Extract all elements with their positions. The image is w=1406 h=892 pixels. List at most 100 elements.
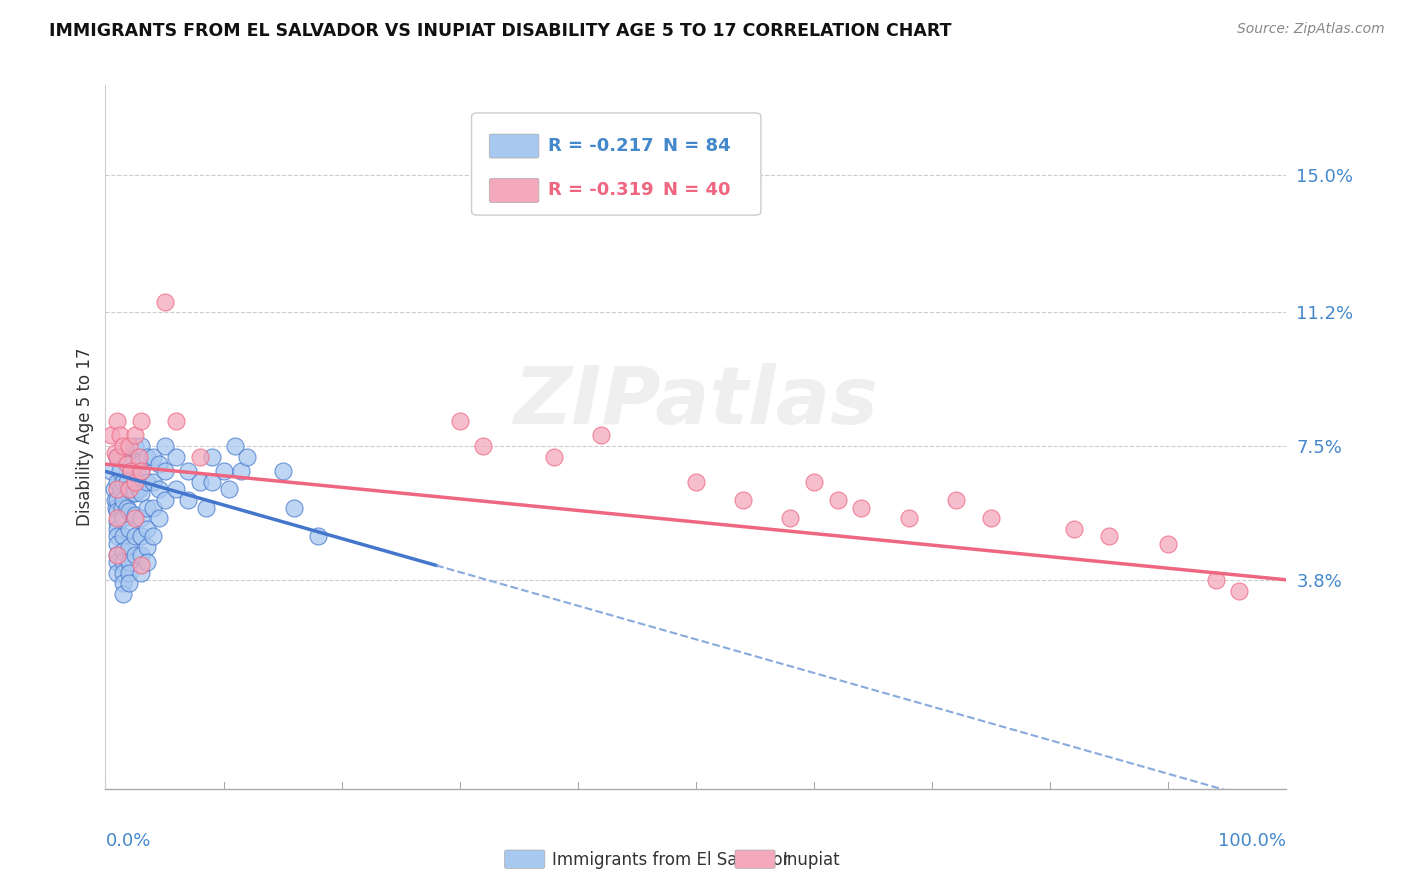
Point (105, 515, 128, 529)
Point (108, 428, 131, 442)
Text: N = 84: N = 84 (662, 137, 731, 155)
Point (105, 566, 128, 580)
Point (120, 464, 142, 478)
Point (142, 475, 165, 490)
Point (124, 529, 146, 543)
Point (108, 464, 131, 478)
Point (543, 450, 565, 464)
Point (105, 450, 128, 464)
Point (153, 294, 176, 309)
Point (112, 555, 135, 569)
Point (153, 464, 176, 478)
Text: Source: ZipAtlas.com: Source: ZipAtlas.com (1237, 22, 1385, 37)
Point (118, 566, 141, 580)
Point (212, 464, 235, 478)
Point (1227, 583, 1250, 598)
Point (105, 522, 128, 536)
Point (129, 548, 152, 562)
Point (105, 493, 128, 508)
Point (201, 475, 224, 490)
Point (148, 483, 170, 497)
Point (118, 483, 141, 497)
Point (945, 493, 967, 508)
Point (118, 504, 141, 518)
Point (124, 511, 146, 525)
Point (851, 500, 873, 515)
FancyBboxPatch shape (735, 850, 775, 868)
Point (142, 529, 165, 543)
Point (112, 587, 135, 601)
Point (115, 475, 138, 490)
Point (307, 529, 329, 543)
Text: N = 40: N = 40 (662, 181, 730, 200)
Point (218, 483, 240, 497)
Point (827, 493, 849, 508)
Point (153, 439, 176, 453)
Point (135, 475, 157, 490)
FancyBboxPatch shape (471, 113, 761, 215)
Point (124, 464, 146, 478)
FancyBboxPatch shape (489, 178, 538, 202)
Point (124, 428, 146, 442)
Point (165, 483, 187, 497)
Point (779, 511, 801, 525)
Point (129, 529, 152, 543)
Point (236, 450, 259, 464)
Point (105, 450, 128, 464)
Point (224, 439, 246, 453)
Text: Inupiat: Inupiat (782, 851, 839, 869)
FancyBboxPatch shape (505, 850, 544, 868)
Point (103, 483, 125, 497)
Point (129, 464, 152, 478)
Point (105, 537, 128, 551)
Point (104, 446, 127, 460)
Point (100, 464, 122, 478)
Point (112, 475, 135, 490)
Point (1098, 529, 1121, 543)
Point (472, 439, 495, 453)
Point (115, 457, 138, 471)
Point (177, 493, 200, 508)
Point (128, 483, 150, 497)
Point (112, 566, 135, 580)
Text: IMMIGRANTS FROM EL SALVADOR VS INUPIAT DISABILITY AGE 5 TO 17 CORRELATION CHART: IMMIGRANTS FROM EL SALVADOR VS INUPIAT D… (49, 22, 952, 40)
Text: 100.0%: 100.0% (1219, 831, 1286, 850)
Text: ZIPatlas: ZIPatlas (513, 363, 879, 441)
Point (129, 566, 152, 580)
Text: Immigrants from El Salvador: Immigrants from El Salvador (553, 851, 789, 869)
Point (100, 428, 122, 442)
Point (118, 576, 141, 591)
Point (105, 414, 128, 428)
Point (231, 464, 253, 478)
Point (685, 475, 707, 490)
Point (271, 464, 294, 478)
Point (135, 522, 157, 536)
FancyBboxPatch shape (489, 134, 538, 158)
Point (188, 475, 211, 490)
Point (135, 555, 157, 569)
Point (105, 500, 128, 515)
Point (112, 576, 135, 591)
Point (897, 511, 920, 525)
Point (118, 541, 141, 555)
Point (129, 464, 152, 478)
Point (124, 439, 146, 453)
Point (129, 511, 152, 525)
Point (135, 450, 157, 464)
Point (124, 508, 146, 522)
Point (201, 450, 224, 464)
Point (112, 529, 135, 543)
Point (121, 486, 143, 500)
Point (112, 493, 135, 508)
Point (153, 493, 176, 508)
Point (124, 486, 146, 500)
Point (142, 450, 165, 464)
Point (142, 500, 165, 515)
Point (115, 500, 138, 515)
Point (129, 414, 152, 428)
Point (803, 475, 825, 490)
Point (283, 500, 305, 515)
Point (591, 428, 613, 442)
Point (112, 544, 135, 558)
Point (177, 464, 200, 478)
